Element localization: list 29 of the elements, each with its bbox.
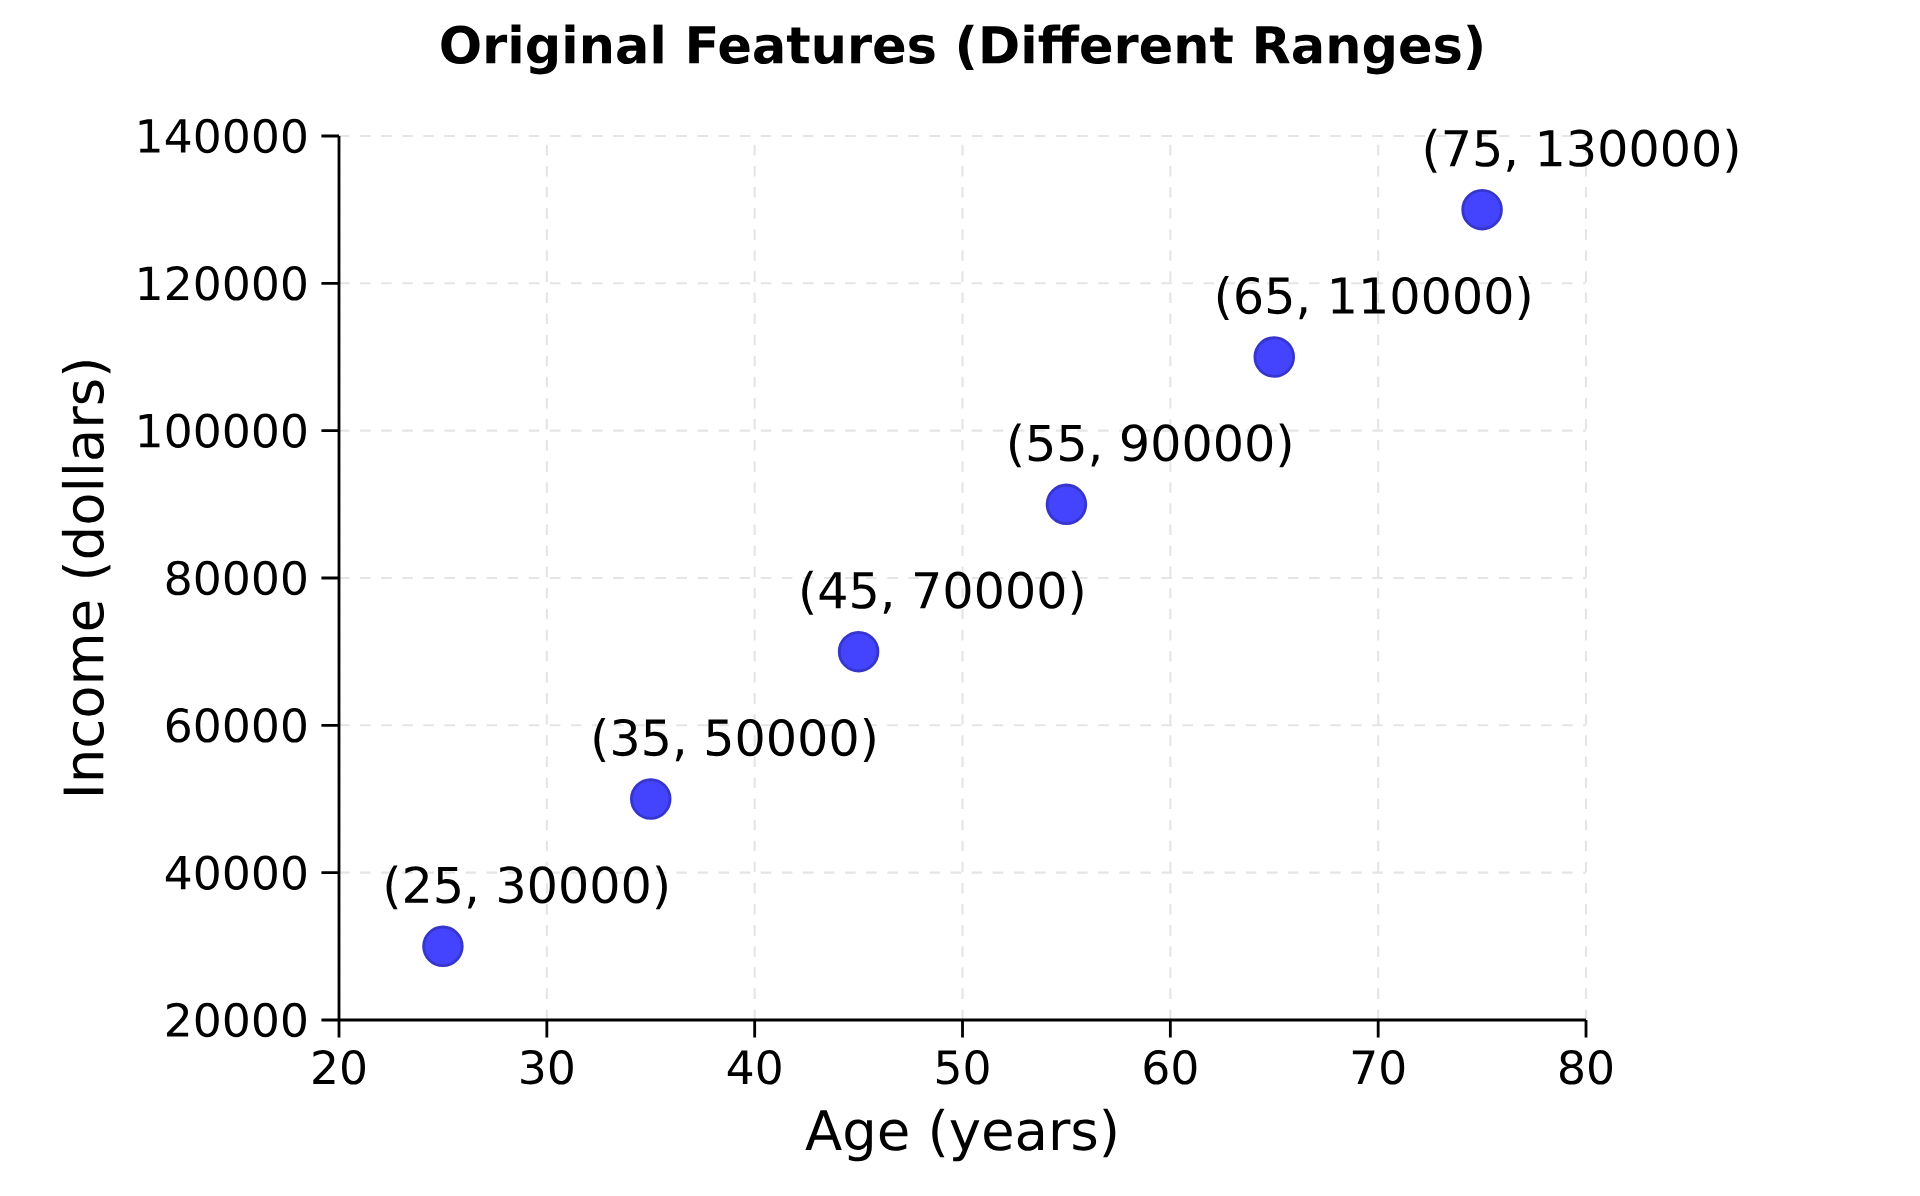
data-label: (55, 90000) [1010,423,1291,468]
point [837,630,880,673]
y-tick-label: 20000 [167,1002,306,1038]
x-tick-label: 70 [1352,1049,1405,1085]
y-tick-label: 120000 [139,266,306,301]
data-label: (45, 70000) [802,570,1083,615]
x-tick-label: 20 [313,1049,366,1085]
point [422,925,464,968]
point [1253,336,1295,378]
x-axis-title: Age (years) [805,1108,1116,1162]
x-tick-label: 30 [521,1049,573,1085]
x-tick-label: 50 [936,1049,989,1085]
y-tick-label: 100000 [139,413,306,448]
data-label: (75, 130000) [1425,128,1738,173]
y-tick-label: 40000 [165,855,306,890]
point [1045,483,1088,526]
x-tick-label: 80 [1560,1049,1613,1085]
data-label: (25, 30000) [386,865,667,910]
y-axis-title: Income (dollars) [61,361,111,794]
y-tick-label: 60000 [166,708,306,743]
point [630,778,672,820]
data-label: (35, 50000) [594,718,875,762]
x-tick-label: 60 [1144,1049,1197,1085]
y-tick-label: 80000 [166,560,306,596]
chart-title: Original Features (Different Ranges) [441,24,1482,75]
x-tick-label: 40 [727,1049,781,1085]
point [1461,188,1503,231]
data-label: (65, 110000) [1217,276,1530,320]
y-tick-label: 140000 [139,118,306,154]
